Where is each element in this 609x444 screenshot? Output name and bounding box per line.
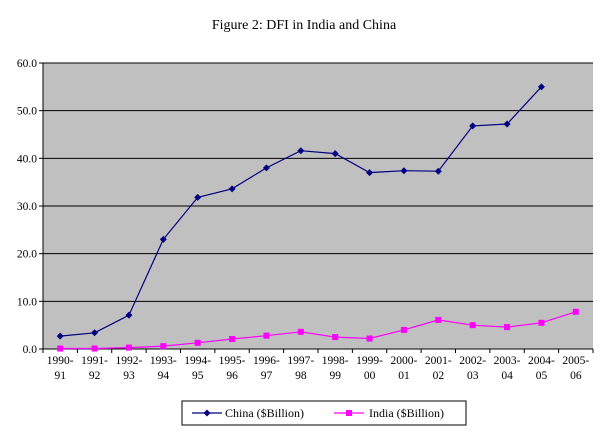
data-point-india [160, 343, 167, 350]
data-point-china [366, 169, 374, 177]
data-point-china [125, 311, 133, 319]
y-tick-label: 40.0 [17, 153, 37, 165]
data-point-india [297, 328, 304, 335]
x-tick-label: 1995- [219, 355, 246, 367]
x-tick-label: 1991- [81, 355, 108, 367]
x-tick-label: 00 [364, 370, 376, 382]
data-point-china [56, 332, 64, 340]
y-tick-label: 10.0 [17, 296, 37, 308]
axes: 0.0 10.0 20.0 30.0 40.0 50.0 60.0 1990- 91 1991- 9… [17, 58, 594, 382]
x-tick-label: 94 [158, 370, 170, 382]
x-tick-label: 2004- [528, 355, 555, 367]
x-tick-label: 1998- [322, 355, 349, 367]
data-point-china [262, 164, 270, 172]
data-point-india [263, 332, 270, 339]
data-point-china [503, 120, 511, 128]
x-tick-label: 1996- [253, 355, 280, 367]
data-point-india [469, 322, 476, 329]
x-tick-label: 95 [192, 370, 204, 382]
y-tick-label: 50.0 [17, 106, 37, 118]
data-point-china [400, 167, 408, 175]
legend-marker-india [346, 410, 352, 416]
y-tick-label: 0.0 [23, 344, 38, 356]
x-tick-label: 06 [570, 370, 582, 382]
data-point-india [538, 319, 545, 326]
y-tick-label: 30.0 [17, 201, 37, 213]
x-tick-label: 1994- [184, 355, 211, 367]
x-tick-label: 01 [398, 370, 410, 382]
data-point-india [194, 339, 201, 346]
x-tick-label: 93 [123, 370, 135, 382]
chart-title: Figure 2: DFI in India and China [212, 18, 397, 33]
x-tick-label: 1999- [356, 355, 383, 367]
x-tick-label: 1992- [116, 355, 143, 367]
x-tick-label: 98 [295, 370, 307, 382]
data-point-china [297, 147, 305, 155]
data-point-china [228, 185, 236, 193]
x-tick-label: 2002- [459, 355, 486, 367]
data-point-china [91, 329, 99, 337]
legend-label-china: China ($Billion) [225, 406, 304, 420]
x-tick-label: 04 [501, 370, 513, 382]
data-point-india [332, 334, 339, 341]
x-tick-label: 1990- [47, 355, 74, 367]
data-point-india [125, 344, 132, 351]
x-tick-label: 05 [536, 370, 548, 382]
y-tick-label: 60.0 [17, 58, 37, 70]
legend-label-india: India ($Billion) [369, 406, 444, 420]
data-point-china [469, 122, 477, 130]
data-point-china [434, 167, 442, 175]
data-point-india [400, 326, 407, 333]
data-point-china [194, 193, 202, 201]
series-layer [56, 83, 579, 352]
x-tick-label: 99 [329, 370, 341, 382]
data-point-india [91, 345, 98, 352]
y-tick-label: 20.0 [17, 249, 37, 261]
data-point-india [572, 308, 579, 315]
legend-marker-china [203, 409, 211, 417]
data-point-india [57, 345, 64, 352]
x-tick-label: 02 [433, 370, 445, 382]
data-point-china [331, 150, 339, 158]
series-line-india [60, 311, 576, 350]
data-point-china [159, 235, 167, 243]
x-tick-label: 91 [54, 370, 66, 382]
x-tick-label: 2003- [494, 355, 521, 367]
data-point-china [537, 83, 545, 91]
x-tick-label: 92 [89, 370, 101, 382]
data-point-india [435, 316, 442, 323]
data-point-india [366, 335, 373, 342]
x-tick-label: 97 [261, 370, 273, 382]
x-tick-label: 2000- [391, 355, 418, 367]
legend: China ($Billion) India ($Billion) [181, 400, 467, 426]
data-point-india [504, 324, 511, 331]
data-point-india [229, 335, 236, 342]
legend-box [181, 400, 467, 426]
x-tick-label: 1997- [287, 355, 314, 367]
x-tick-label: 2001- [425, 355, 452, 367]
x-tick-label: 96 [226, 370, 238, 382]
x-tick-label: 03 [467, 370, 479, 382]
x-tick-label: 2005- [562, 355, 589, 367]
x-tick-label: 1993- [150, 355, 177, 367]
